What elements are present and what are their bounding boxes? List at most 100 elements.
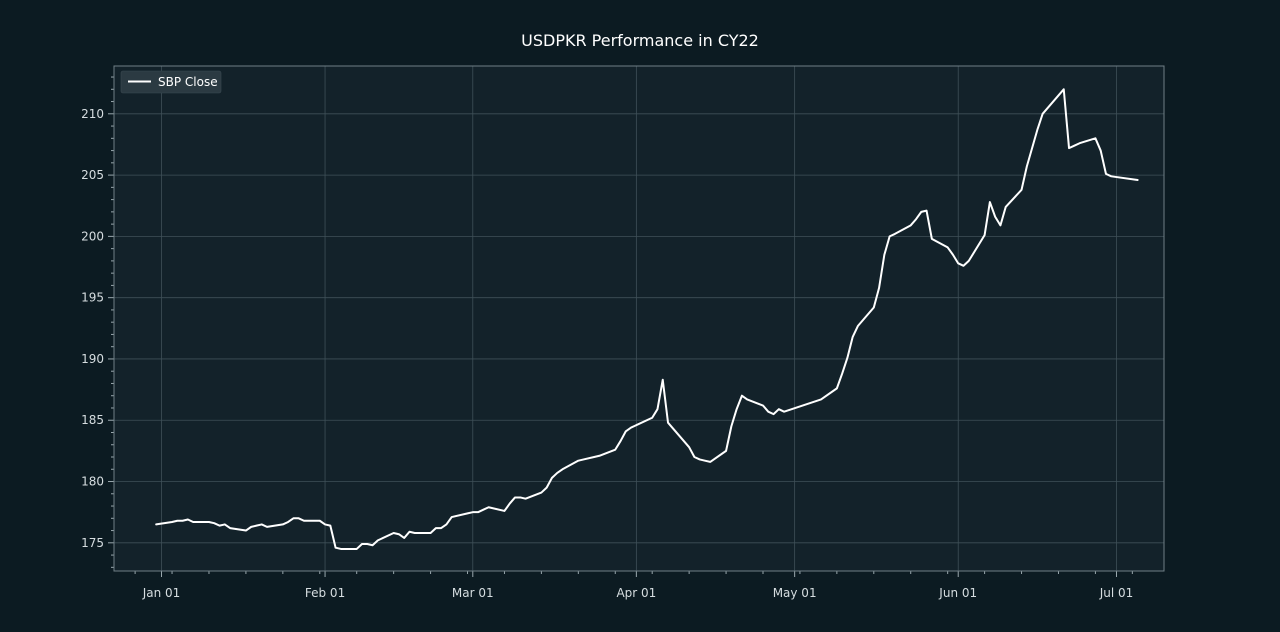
data-point: [471, 510, 475, 514]
data-point: [671, 427, 675, 431]
data-point: [365, 542, 369, 546]
plot-area: [114, 66, 1164, 571]
data-point: [302, 519, 306, 523]
chart-title: USDPKR Performance in CY22: [521, 31, 759, 50]
data-point: [761, 403, 765, 407]
data-point: [835, 386, 839, 390]
data-point: [1135, 178, 1139, 182]
data-point: [1004, 205, 1008, 209]
data-point: [956, 261, 960, 265]
data-point: [518, 495, 522, 499]
data-point: [376, 538, 380, 542]
data-point: [576, 458, 580, 462]
data-point: [1067, 146, 1071, 150]
y-tick-label: 175: [81, 536, 104, 550]
y-tick-label: 205: [81, 168, 104, 182]
legend-box: [120, 70, 222, 94]
y-tick-label: 190: [81, 352, 104, 366]
y-tick-label: 200: [81, 229, 104, 243]
data-point: [391, 531, 395, 535]
data-point: [465, 511, 469, 515]
data-point: [967, 259, 971, 263]
y-tick-label: 210: [81, 107, 104, 121]
y-axis-ticks: 175 180 185 190 195 200 205 210: [81, 107, 114, 550]
data-point: [212, 521, 216, 525]
data-point: [998, 223, 1002, 227]
data-point: [618, 439, 622, 443]
data-point: [961, 264, 965, 268]
data-point: [228, 526, 232, 530]
data-point: [407, 530, 411, 534]
data-point: [191, 520, 195, 524]
data-point: [397, 532, 401, 536]
data-point: [729, 424, 733, 428]
data-point: [318, 519, 322, 523]
data-point: [296, 516, 300, 520]
data-point: [1019, 188, 1023, 192]
data-point: [655, 407, 659, 411]
data-point: [613, 447, 617, 451]
data-point: [1109, 174, 1113, 178]
data-point: [486, 505, 490, 509]
data-point: [597, 454, 601, 458]
data-point: [281, 522, 285, 526]
data-point: [434, 526, 438, 530]
data-point: [951, 253, 955, 257]
data-point: [666, 420, 670, 424]
data-point: [544, 485, 548, 489]
x-tick-label: Jul 01: [1099, 586, 1134, 600]
data-point: [872, 305, 876, 309]
data-point: [333, 546, 337, 550]
data-point: [513, 495, 517, 499]
y-tick-label: 185: [81, 413, 104, 427]
data-point: [982, 233, 986, 237]
x-tick-label: Mar 01: [452, 586, 494, 600]
x-tick-label: Apr 01: [616, 586, 656, 600]
x-tick-label: Jan 01: [142, 586, 181, 600]
data-point: [1093, 136, 1097, 140]
data-point: [661, 378, 665, 382]
data-point: [819, 397, 823, 401]
data-point: [1072, 143, 1076, 147]
x-tick-label: May 01: [773, 586, 817, 600]
data-point: [1035, 128, 1039, 132]
data-point: [550, 476, 554, 480]
data-point: [476, 510, 480, 514]
data-point: [697, 457, 701, 461]
data-point: [328, 523, 332, 527]
data-point: [777, 407, 781, 411]
data-point: [449, 515, 453, 519]
data-point: [217, 523, 221, 527]
legend: SBP Close: [120, 70, 222, 94]
y-tick-label: 195: [81, 291, 104, 305]
data-point: [581, 457, 585, 461]
data-point: [180, 519, 184, 523]
data-point: [734, 407, 738, 411]
data-point: [930, 237, 934, 241]
series-line-sbp-close: [155, 88, 1139, 550]
data-point: [1040, 112, 1044, 116]
data-point: [624, 429, 628, 433]
data-point: [154, 522, 158, 526]
data-point: [840, 371, 844, 375]
data-point: [893, 232, 897, 236]
data-point: [877, 286, 881, 290]
data-point: [260, 522, 264, 526]
y-tick-label: 180: [81, 475, 104, 489]
data-point: [1104, 172, 1108, 176]
data-point: [629, 425, 633, 429]
data-point: [323, 522, 327, 526]
data-point: [481, 508, 485, 512]
data-point: [782, 409, 786, 413]
data-point: [402, 536, 406, 540]
data-point: [887, 234, 891, 238]
x-axis-ticks: Jan 01 Feb 01 Mar 01 Apr 01 May 01 Jun 01 Jul …: [142, 571, 1134, 600]
data-point: [993, 215, 997, 219]
data-point: [186, 517, 190, 521]
data-point: [254, 523, 258, 527]
data-point: [745, 397, 749, 401]
data-point: [708, 460, 712, 464]
data-point: [523, 496, 527, 500]
data-point: [1025, 164, 1029, 168]
